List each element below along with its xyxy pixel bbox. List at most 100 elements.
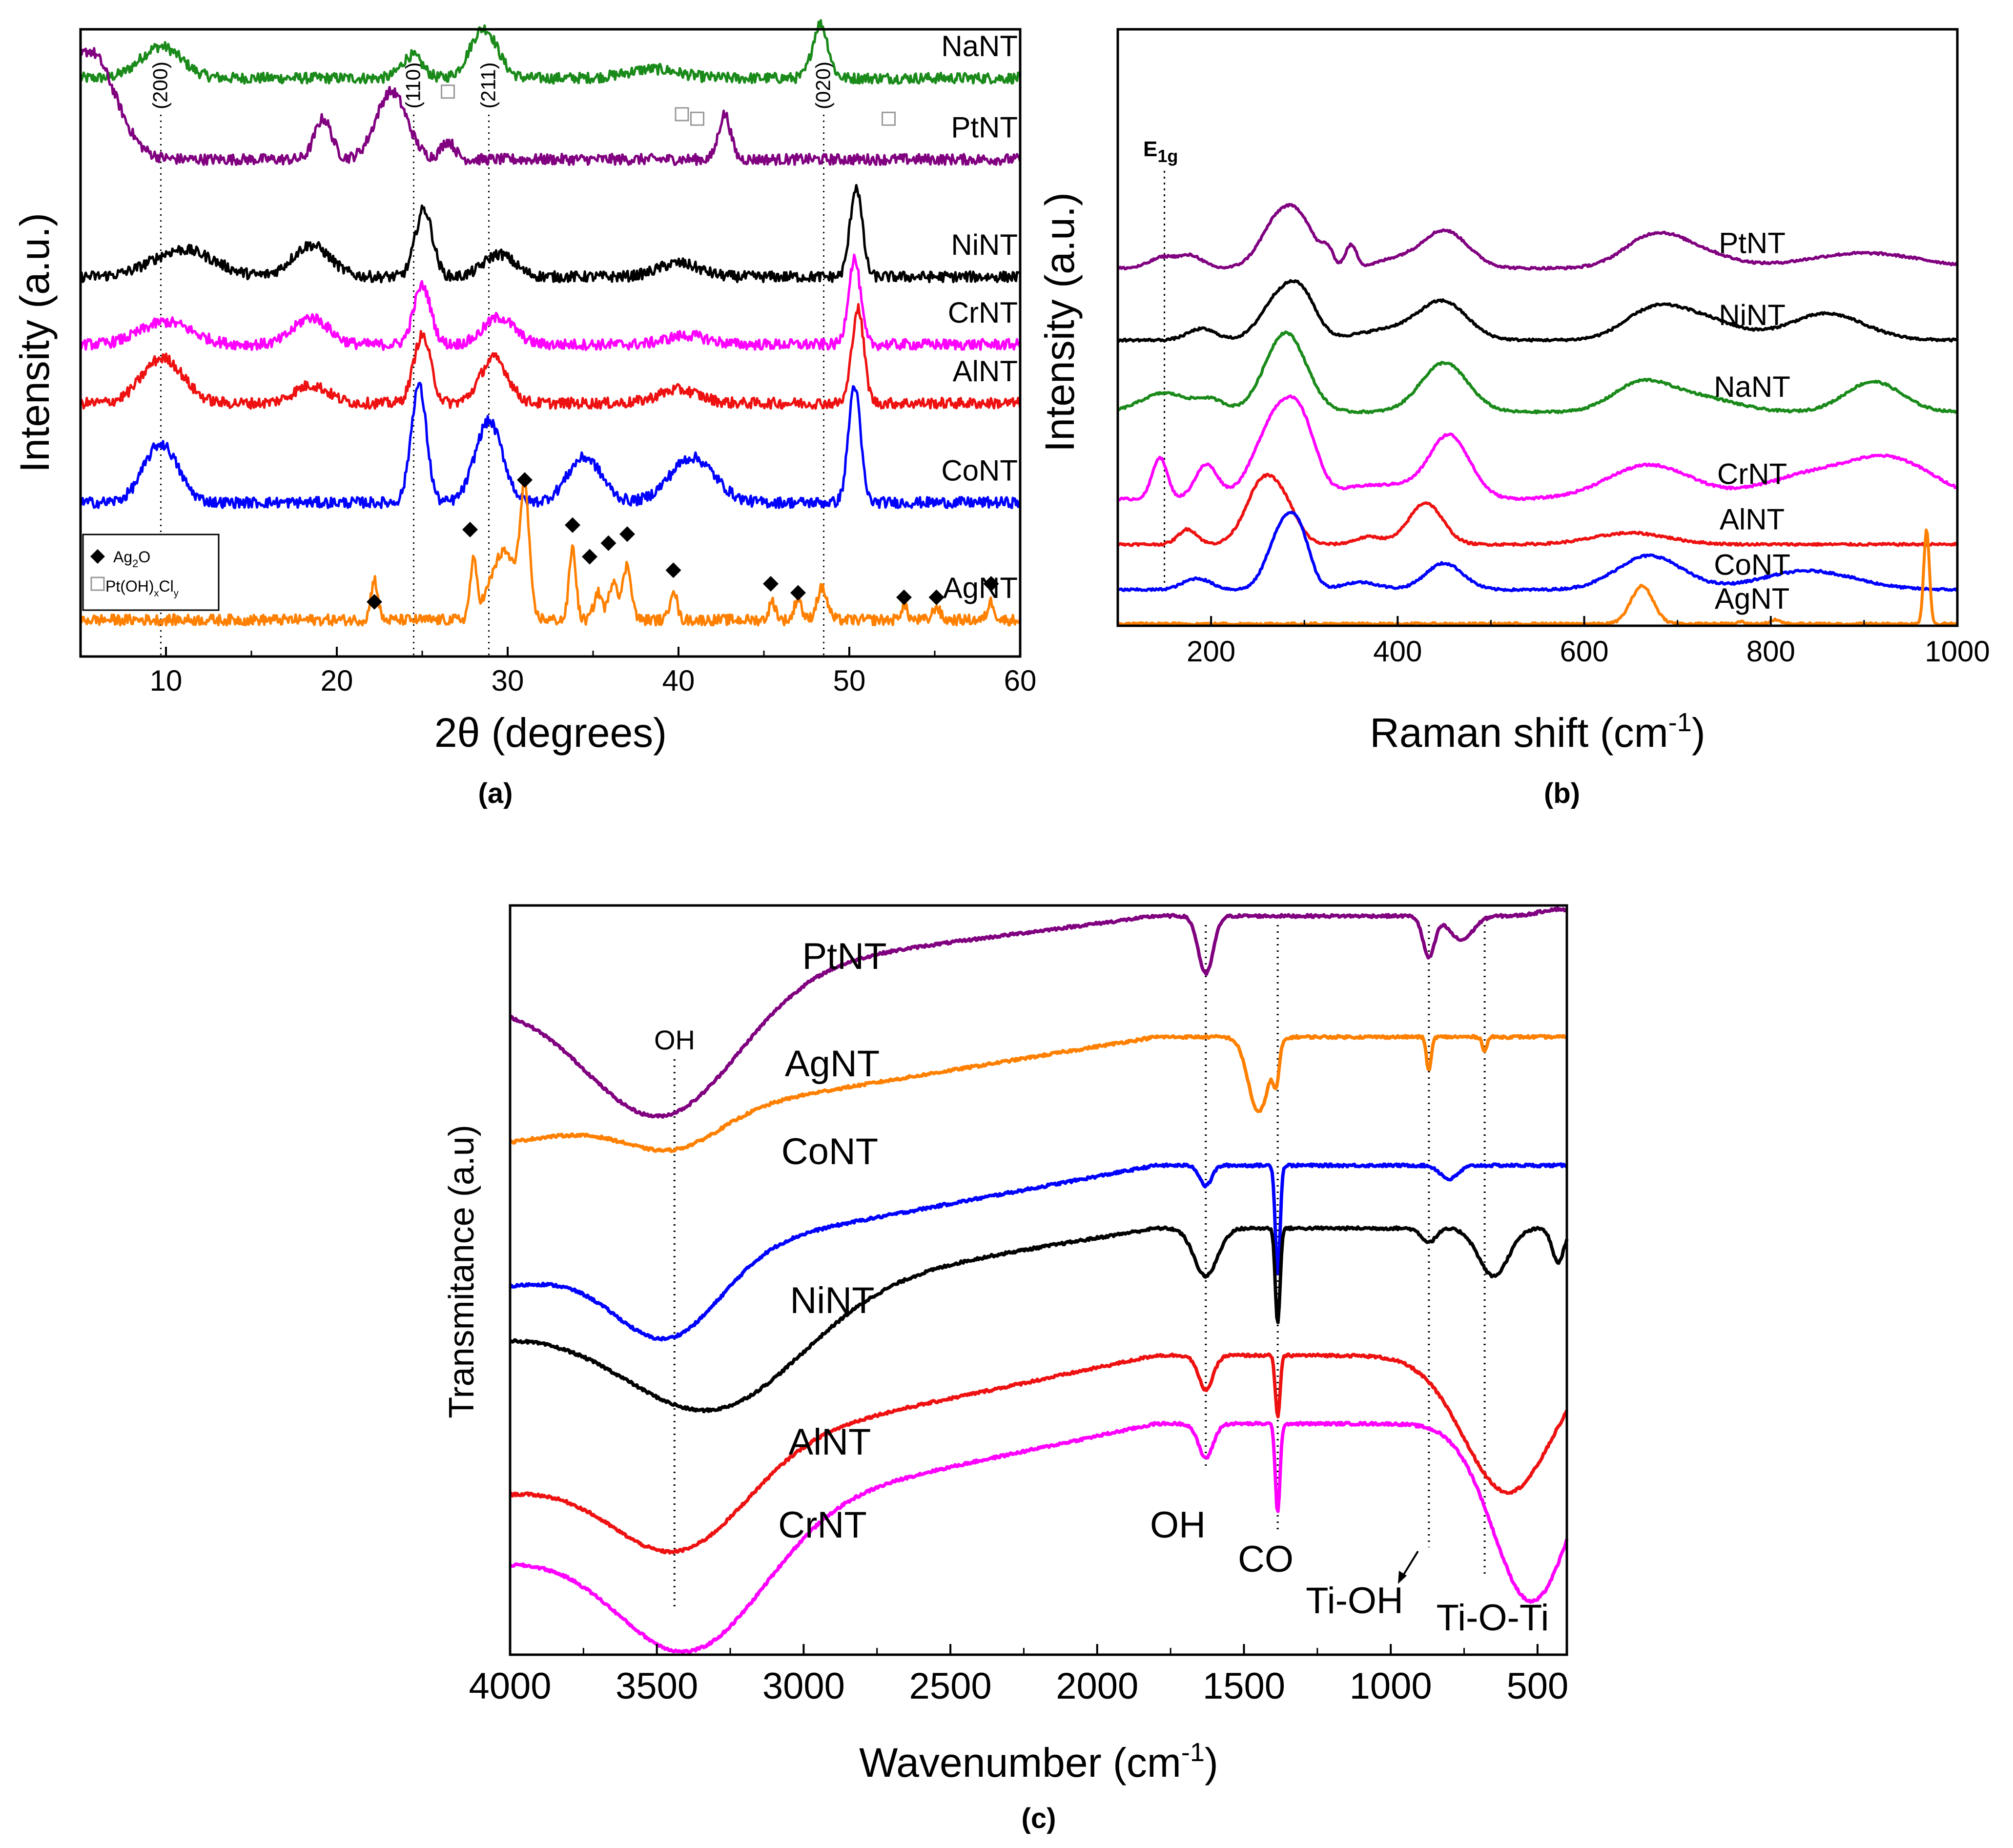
ptohcl-marker — [690, 111, 704, 126]
x-axis-label: Raman shift (cm-1) — [1370, 708, 1705, 756]
legend-frame — [82, 534, 220, 611]
ptohcl-marker — [675, 107, 689, 122]
ag2o-marker — [983, 576, 999, 592]
series-cont — [80, 382, 1022, 510]
x-axis-label: 2θ (degrees) — [434, 710, 667, 756]
panel-a-xrd: (200) (110) (211) (020) NaNT PtNT NiNT CrNT AlN… — [12, 19, 1037, 809]
band-label-ti-oh-3: Ti-OH — [1306, 1580, 1403, 1622]
series-crnt — [79, 253, 1022, 351]
x-tick-label: 10 — [150, 664, 183, 697]
plot-frame — [79, 28, 1022, 658]
series-label-alnt: AlNT — [789, 1421, 871, 1463]
x-tick-label: 2000 — [1056, 1665, 1138, 1707]
ptohcl-marker — [882, 111, 896, 126]
series-nant — [79, 19, 1022, 85]
series-label-nint: NiNT — [790, 1280, 874, 1321]
y-axis-label: Intensity (a.u.) — [12, 213, 58, 472]
e1g-annotation: E1g — [1143, 137, 1178, 166]
series-label-nint: NiNT — [951, 228, 1018, 261]
ptohcl-marker — [441, 84, 455, 99]
y-axis-label: Transmitance (a.u) — [442, 1125, 481, 1418]
ag2o-marker — [928, 589, 945, 605]
series-alnt — [1117, 472, 1958, 547]
series-nint — [80, 184, 1021, 284]
x-tick-label: 50 — [833, 664, 866, 697]
x-tick-label: 40 — [662, 664, 695, 697]
series-label-crnt: CrNT — [948, 296, 1018, 329]
series-label-nint: NiNT — [1719, 299, 1786, 331]
series-label-nant: NaNT — [1714, 370, 1790, 403]
ref-label--020-: (020) — [812, 62, 835, 109]
series-label-cont: CoNT — [1714, 548, 1790, 581]
ag2o-marker — [665, 562, 681, 578]
series-label-cont: CoNT — [941, 454, 1018, 487]
ref-label--211-: (211) — [477, 62, 500, 109]
ag2o-marker — [790, 585, 806, 601]
legend-label-ptohcl: Pt(OH)xCly — [105, 577, 179, 599]
band-label-ti-o-ti-4: Ti-O-Ti — [1437, 1597, 1549, 1639]
x-tick-label: 60 — [1004, 664, 1037, 697]
ag2o-marker — [896, 589, 912, 605]
x-tick-label: 20 — [321, 664, 353, 697]
series-label-ptnt: PtNT — [802, 936, 886, 977]
x-tick-label: 800 — [1746, 635, 1795, 668]
series-label-agnt: AgNT — [1715, 582, 1789, 615]
series-label-cont: CoNT — [781, 1131, 878, 1172]
reference-lines: (200) (110) (211) (020) — [149, 62, 835, 657]
x-tick-label: 30 — [492, 664, 524, 697]
ag2o-marker — [619, 526, 635, 542]
x-tick-label: 1000 — [1350, 1665, 1432, 1707]
ag2o-marker — [565, 517, 580, 533]
x-tick-label: 2500 — [909, 1665, 992, 1707]
panel-label-a: (a) — [478, 778, 513, 809]
x-tick-label: 500 — [1506, 1665, 1568, 1707]
band-label-co-2: CO — [1238, 1539, 1294, 1580]
series-label-crnt: CrNT — [778, 1504, 867, 1546]
series-ptnt — [79, 47, 1022, 166]
series-crnt — [1116, 394, 1958, 502]
ref-label--110-: (110) — [402, 62, 425, 109]
series-agnt — [1117, 528, 1958, 627]
x-tick-label: 1000 — [1925, 635, 1990, 668]
ti-oh-arrowhead — [1398, 1571, 1407, 1584]
series-label-alnt: AlNT — [953, 355, 1018, 388]
legend-diamond-marker — [90, 549, 105, 564]
x-tick-label: 400 — [1373, 635, 1422, 668]
x-tick-label: 600 — [1560, 635, 1609, 668]
series-label-alnt: AlNT — [1720, 503, 1785, 535]
x-tick-label: 3500 — [616, 1665, 698, 1707]
series-label-ptnt: PtNT — [1719, 227, 1786, 260]
series-group: NaNT PtNT NiNT CrNT AlNT CoNT AgNT — [79, 19, 1022, 627]
series-nint — [1117, 279, 1958, 343]
ag2o-marker — [600, 535, 616, 551]
panel-label-b: (b) — [1544, 778, 1580, 809]
series-label-nant: NaNT — [941, 30, 1018, 62]
series-group: PtNT AgNT CoNT NiNT AlNT CrNT — [509, 906, 1569, 1655]
ag2o-marker — [582, 549, 597, 565]
x-axis-ticks: 10 20 30 40 50 60 — [80, 647, 1037, 697]
x-axis-ticks: 4000 3500 3000 2500 2000 1500 1000 500 — [469, 1644, 1568, 1707]
series-label-agnt: AgNT — [943, 572, 1018, 604]
series-cont — [1117, 511, 1958, 593]
series-ptnt — [1117, 203, 1958, 271]
ag2o-marker — [367, 594, 382, 610]
reference-lines: OH OH CO Ti-OH Ti-O-Ti — [654, 925, 1549, 1639]
series-nant — [1117, 330, 1959, 415]
x-tick-label: 200 — [1187, 635, 1235, 668]
marker-group — [367, 84, 999, 610]
plot-frame — [509, 904, 1568, 1656]
x-axis-ticks: 200 400 600 800 1000 — [1117, 616, 1990, 668]
series-alnt — [79, 303, 1022, 410]
x-tick-label: 3000 — [762, 1665, 845, 1707]
legend-square-marker — [90, 576, 105, 591]
panel-c-ftir: OH OH CO Ti-OH Ti-O-Ti PtNT AgNT CoNT NiNT AlNT C… — [442, 904, 1569, 1834]
panel-label-c: (c) — [1022, 1803, 1056, 1834]
series-alnt — [509, 1352, 1569, 1555]
series-label-crnt: CrNT — [1717, 457, 1787, 490]
series-agnt — [509, 1034, 1568, 1153]
series-label-ptnt: PtNT — [951, 111, 1018, 144]
legend-label-ag2o: Ag2O — [113, 548, 150, 570]
